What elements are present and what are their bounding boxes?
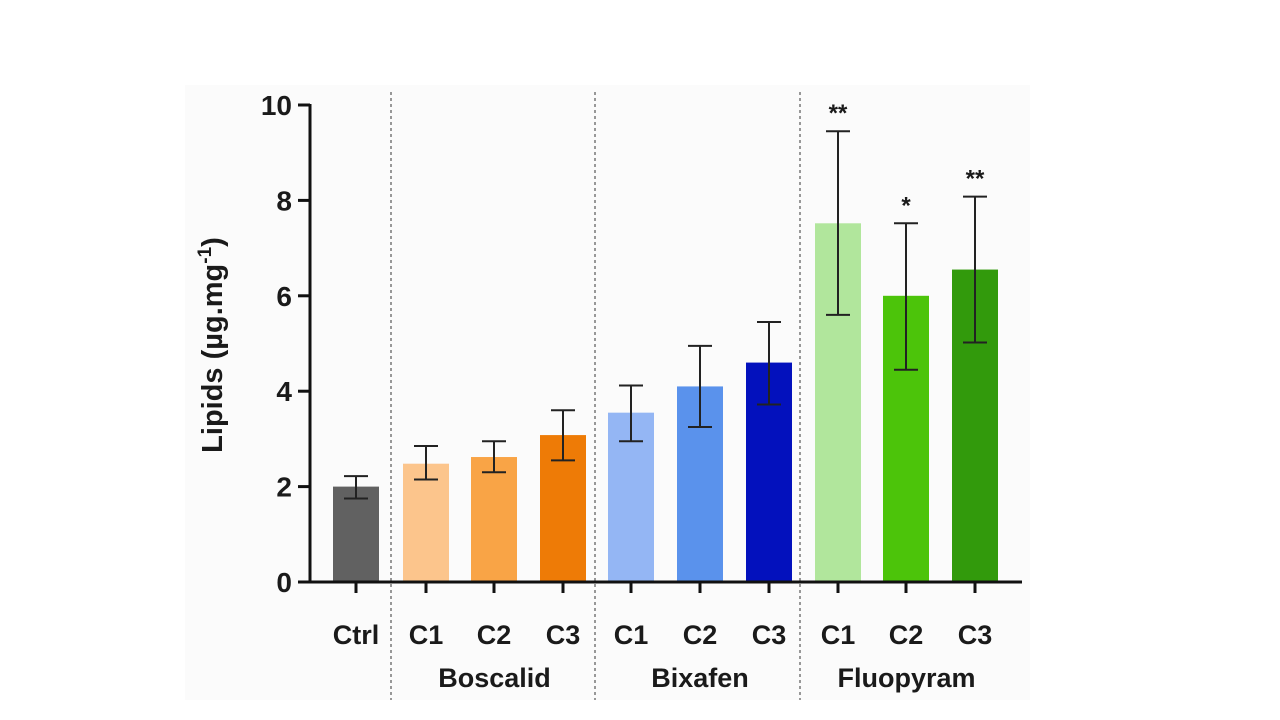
y-tick-label-5: 10 — [261, 90, 292, 121]
y-tick-label-3: 6 — [276, 281, 292, 312]
x-tick-label-2: C2 — [477, 620, 512, 650]
bar-1 — [403, 463, 449, 582]
significance-label-9: ** — [966, 166, 985, 193]
x-tick-label-7: C1 — [821, 620, 856, 650]
significance-label-8: * — [901, 192, 911, 219]
x-tick-label-9: C3 — [958, 620, 993, 650]
x-tick-label-6: C3 — [752, 620, 787, 650]
y-tick-label-0: 0 — [276, 567, 292, 598]
x-tick-label-1: C1 — [409, 620, 444, 650]
x-tick-label-8: C2 — [889, 620, 924, 650]
x-tick-label-5: C2 — [683, 620, 718, 650]
y-tick-label-2: 4 — [276, 376, 292, 407]
x-tick-label-3: C3 — [546, 620, 581, 650]
y-tick-label-4: 8 — [276, 185, 292, 216]
group-label-3: Fluopyram — [837, 663, 975, 693]
y-axis-label: Lipids (µg.mg-1) — [195, 237, 229, 453]
bar-2 — [471, 457, 517, 582]
bar-0 — [333, 486, 379, 582]
significance-label-7: ** — [829, 100, 848, 127]
group-label-1: Boscalid — [438, 663, 551, 693]
y-axis-label-main: Lipids (µg.mg — [197, 264, 229, 453]
group-label-2: Bixafen — [651, 663, 749, 693]
y-tick-label-1: 2 — [276, 472, 292, 503]
x-tick-label-4: C1 — [614, 620, 649, 650]
x-tick-label-0: Ctrl — [333, 620, 380, 650]
y-axis-label-superscript: -1 — [195, 246, 216, 263]
y-axis-label-close: ) — [197, 237, 229, 247]
